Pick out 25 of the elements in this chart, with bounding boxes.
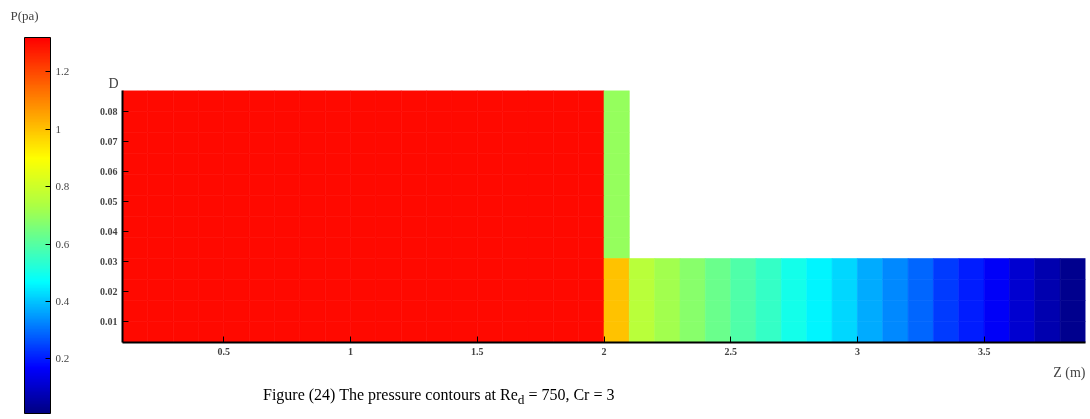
color-bar-label: 0.4 xyxy=(55,295,70,308)
x-tick-label: 2.5 xyxy=(724,345,737,357)
x-tick-label: 1.5 xyxy=(471,345,484,357)
y-tick-label: 0.01 xyxy=(100,316,118,327)
y-tick-label: 0.07 xyxy=(100,136,118,147)
x-tick-label: 2 xyxy=(601,345,607,357)
y-axis-title: D xyxy=(108,75,119,91)
y-tick-label: 0.03 xyxy=(100,256,118,267)
y-tick-label: 0.08 xyxy=(100,106,118,117)
color-bar-title: P(pa) xyxy=(10,7,39,23)
color-bar-label: 0.8 xyxy=(55,180,70,193)
x-axis-title: Z (m) xyxy=(1053,364,1086,381)
y-tick-label: 0.02 xyxy=(100,286,118,297)
x-tick-label: 3 xyxy=(854,345,860,357)
x-tick-label: 3.5 xyxy=(977,345,991,357)
color-bar-label: 0.2 xyxy=(55,352,70,365)
color-bar-label: 0.6 xyxy=(55,237,70,250)
color-bar-label: 1.2 xyxy=(55,65,70,78)
color-bar-label: 1 xyxy=(55,122,61,135)
y-tick-label: 0.04 xyxy=(100,226,118,237)
y-tick-label: 0.06 xyxy=(100,166,118,177)
x-tick-label: 0.5 xyxy=(217,345,231,357)
x-tick-label: 1 xyxy=(348,345,354,357)
y-tick-label: 0.05 xyxy=(100,196,118,207)
text: Figure (24) The pressure contours at Re$_{d}$ = 750, Cr = 3 xyxy=(263,385,615,410)
